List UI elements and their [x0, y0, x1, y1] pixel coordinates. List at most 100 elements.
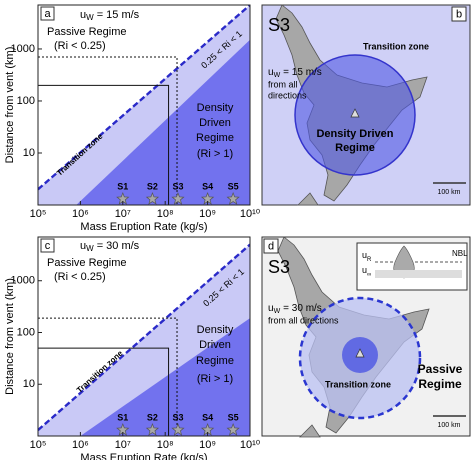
regime-label: (Ri < 0.25) — [54, 40, 106, 52]
subscript: W — [86, 13, 94, 22]
y-tick-label: 100 — [17, 95, 35, 107]
x-tick-label: 10⁸ — [157, 208, 174, 220]
map-d: NBL uR u∞ d S3 uW = 30 m/s from all direc… — [261, 236, 471, 438]
x-tick-label: 10⁷ — [115, 208, 131, 220]
wind-text: = 30 m/s — [97, 240, 140, 252]
subscript: W — [86, 244, 94, 253]
x-tick-label: 10¹⁰ — [240, 439, 261, 451]
regime-label: Passive Regime — [47, 257, 126, 269]
x-tick-label: 10⁶ — [72, 439, 89, 451]
wind-label: uW = 15 m/s — [268, 67, 322, 79]
x-axis-label: Mass Eruption Rate (kg/s) — [80, 452, 207, 460]
symbol: u — [362, 265, 367, 275]
zone-label: Transition zone — [363, 41, 429, 51]
x-tick-label: 10⁹ — [199, 439, 216, 451]
wind-label: uW = 15 m/s — [80, 9, 140, 22]
symbol: u — [268, 303, 274, 314]
x-tick-label: 10⁷ — [115, 439, 131, 451]
plot-frame — [37, 4, 251, 206]
wind-note: from all — [268, 79, 298, 89]
scale-label: 100 km — [438, 422, 461, 429]
volcano — [350, 108, 360, 118]
reference-line — [38, 347, 170, 436]
case-star — [226, 423, 240, 436]
x-tick-label: 10⁵ — [30, 439, 47, 451]
subscript: W — [274, 308, 281, 315]
case-label: S2 — [147, 181, 158, 191]
inset-layer — [375, 270, 462, 278]
regions — [38, 243, 250, 436]
regime-label: Passive Regime — [47, 26, 126, 38]
plot-frame — [37, 236, 251, 437]
site-label: S3 — [268, 257, 290, 277]
inset-symbol: uR — [362, 250, 372, 262]
y-tick-label: 1000 — [11, 275, 35, 287]
panel: S1 S2 S3 S4 S5 10 100 1000 10⁵ 10⁶ 10⁷ 10⁸ 10⁹ 10¹⁰ Ma… — [4, 236, 261, 464]
regime-label: (Ri < 0.25) — [54, 271, 106, 283]
inset-symbol: u∞ — [362, 265, 371, 277]
subscript: ∞ — [367, 272, 371, 278]
inset-label: NBL — [452, 249, 468, 258]
y-tick-label: 1000 — [11, 43, 35, 55]
subscript: W — [274, 72, 281, 79]
symbol: u — [268, 67, 274, 78]
regime-label: (Ri > 1) — [197, 373, 233, 385]
case-star — [145, 423, 160, 436]
wind-text: = 30 m/s — [283, 303, 322, 314]
zone-label: Regime — [335, 142, 375, 154]
regime-label: Driven — [199, 117, 231, 129]
case-label: S3 — [172, 412, 183, 422]
y-tick-label: 10 — [23, 147, 35, 159]
case-label: S3 — [172, 181, 183, 191]
x-tick-label: 10⁸ — [157, 439, 174, 451]
zone-label: Passive — [418, 362, 463, 376]
panel-label-box — [451, 6, 467, 22]
y-tick-label: 10 — [23, 378, 35, 390]
case-label: S4 — [202, 181, 213, 191]
y-axis-label: Distance from vent (km) — [4, 47, 16, 164]
wind-text: = 15 m/s — [97, 9, 140, 21]
wind-note: from all directions — [268, 315, 339, 325]
reference-line — [38, 317, 178, 436]
wind-label: uW = 30 m/s — [80, 240, 140, 253]
x-tick-label: 10⁵ — [30, 208, 47, 220]
case-label: S1 — [117, 412, 128, 422]
panel-label: b — [456, 8, 462, 20]
symbol: u — [80, 9, 86, 21]
case-star — [171, 192, 185, 205]
wind-note: directions — [268, 90, 307, 100]
scale-label: 100 km — [438, 189, 461, 196]
region — [80, 318, 250, 436]
x-tick-label: 10⁶ — [72, 208, 89, 220]
volcano — [355, 348, 365, 358]
panel-label: d — [268, 240, 274, 252]
x-axis-label: Mass Eruption Rate (kg/s) — [80, 221, 207, 233]
wind-label: uW = 30 m/s — [268, 303, 322, 315]
panel-label-box — [40, 238, 55, 253]
panel-label: a — [44, 8, 51, 20]
regime-label: Regime — [196, 132, 234, 144]
x-tick-label: 10⁹ — [199, 208, 216, 220]
regime-label: Driven — [199, 339, 231, 351]
site-label: S3 — [268, 15, 290, 35]
y-axis-label: Distance from vent (km) — [4, 278, 16, 395]
reference-line — [38, 84, 170, 205]
case-star — [171, 423, 185, 436]
case-label: S1 — [117, 181, 128, 191]
plots: S1 S2 S3 S4 S5 10 100 1000 10⁵ 10⁶ 10⁷ 10⁸ 10⁹ 10¹⁰ Ma… — [4, 4, 261, 464]
symbol: u — [362, 250, 367, 260]
regime-label: (Ri > 1) — [197, 148, 233, 160]
panel-label-box — [263, 238, 279, 254]
reference-line — [38, 56, 178, 205]
case-star — [145, 192, 160, 205]
x-tick-label: 10¹⁰ — [240, 208, 261, 220]
case-label: S5 — [228, 412, 239, 422]
case-label: S5 — [228, 181, 239, 191]
case-label: S2 — [147, 412, 158, 422]
panel-label-box — [40, 6, 55, 21]
boundary-line — [38, 243, 250, 432]
regime-label: Regime — [196, 355, 234, 367]
symbol: u — [80, 240, 86, 252]
